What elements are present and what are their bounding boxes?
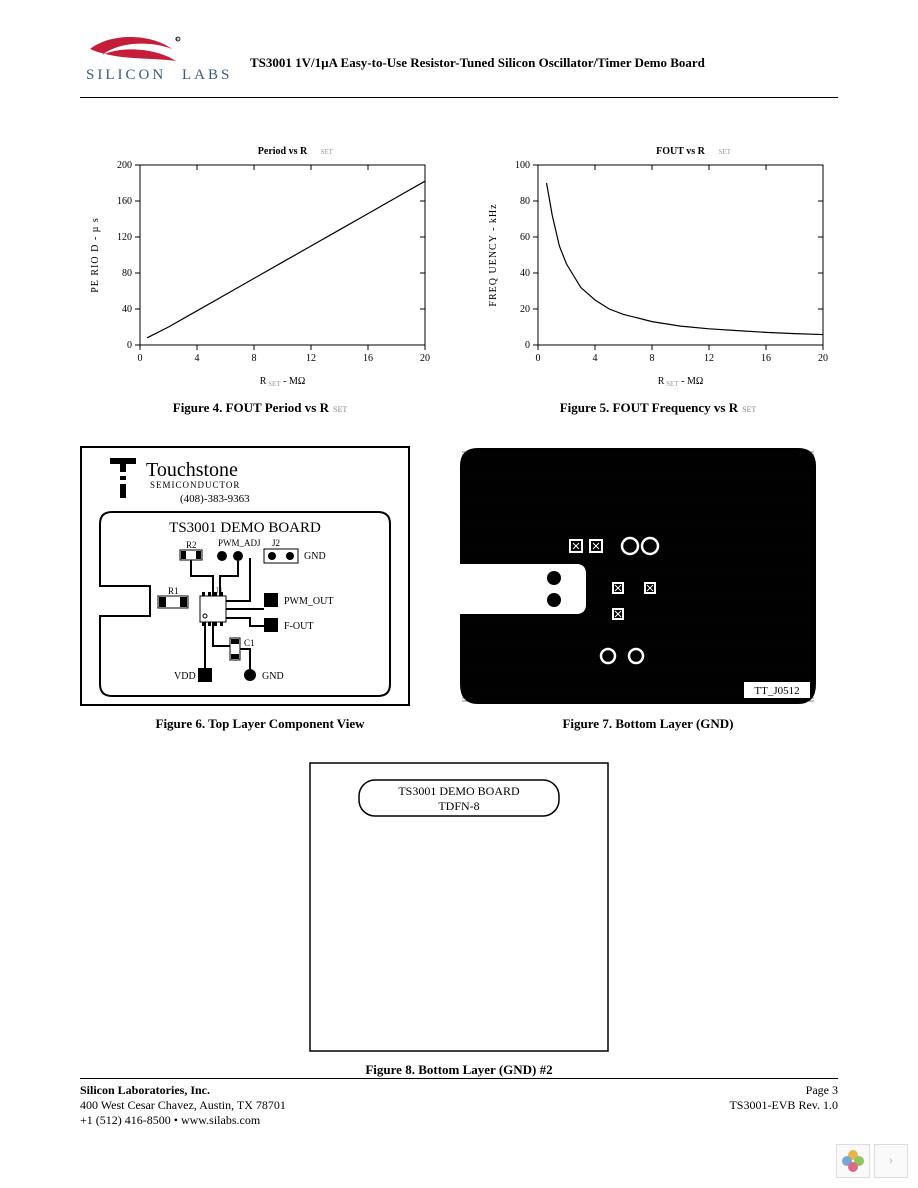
svg-text:0: 0 [536,353,541,364]
svg-text:FOUT vs R: FOUT vs R [656,146,705,157]
svg-text:8: 8 [252,353,257,364]
footer-docrev: TS3001-EVB Rev. 1.0 [729,1098,838,1113]
svg-text:R SET - MΩ: R SET - MΩ [658,376,704,388]
svg-text:20: 20 [520,304,530,315]
svg-text:120: 120 [117,232,132,243]
chart-fout-vs-r: FOUT vs R SET 0 4 8 12 16 20 0 20 40 60 80 100 R SET -… [478,140,838,436]
svg-text:LABS: LABS [182,67,232,83]
footer-contact: +1 (512) 416-8500 • www.silabs.com [80,1113,286,1128]
figure-5-caption: Figure 5. FOUT Frequency vs RSET [478,400,838,416]
svg-text:60: 60 [520,232,530,243]
svg-text:80: 80 [520,196,530,207]
svg-text:16: 16 [363,353,373,364]
svg-text:20: 20 [818,353,828,364]
svg-text:SET: SET [719,148,732,156]
svg-text:Touchstone: Touchstone [146,459,238,481]
svg-text:200: 200 [117,160,132,171]
svg-text:R SET - MΩ: R SET - MΩ [260,376,306,388]
figure-6-caption: Figure 6. Top Layer Component View [80,716,440,732]
svg-text:PE RIO D - µ s: PE RIO D - µ s [90,217,101,293]
figure-7-bottom-layer: TT_J0512 Figure 7. Bottom Layer (GND) [458,446,838,752]
figure-6-top-layer: TouchstoneSEMICONDUCTOR (408)-383-9363 TS3… [80,446,440,752]
svg-text:20: 20 [420,353,430,364]
svg-text:SILICON: SILICON [86,67,166,83]
svg-text:TS3001 DEMO BOARD: TS3001 DEMO BOARD [169,520,321,536]
svg-text:12: 12 [704,353,714,364]
svg-text:100: 100 [515,160,530,171]
page-nav-widget: › [836,1144,908,1178]
svg-text:8: 8 [650,353,655,364]
svg-text:J2: J2 [272,538,280,548]
footer-page: Page 3 [729,1083,838,1098]
svg-text:40: 40 [122,304,132,315]
svg-text:PWM_OUT: PWM_OUT [284,596,333,607]
svg-text:0: 0 [525,340,530,351]
charts-row: Period vs RSET04812162004080120160200R S… [80,140,838,436]
svg-text:160: 160 [117,196,132,207]
svg-text:SET: SET [321,148,334,156]
svg-text:TS3001 DEMO BOARD: TS3001 DEMO BOARD [398,784,520,798]
doc-title: TS3001 1V/1µA Easy-to-Use Resistor-Tuned… [240,55,838,71]
svg-text:(408)-383-9363: (408)-383-9363 [180,493,250,505]
figure-8-caption: Figure 8. Bottom Layer (GND) #2 [309,1062,609,1078]
silabs-logo: ® SILICON LABS [80,31,240,95]
footer-company: Silicon Laboratories, Inc. [80,1083,286,1098]
pcb-row: TouchstoneSEMICONDUCTOR (408)-383-9363 TS3… [80,446,838,752]
svg-text:0: 0 [138,353,143,364]
svg-text:FREQ UENCY - kHz: FREQ UENCY - kHz [488,203,499,306]
svg-text:F-OUT: F-OUT [284,621,313,632]
svg-text:SEMICONDUCTOR: SEMICONDUCTOR [150,480,240,490]
svg-text:C1: C1 [244,638,255,648]
svg-text:®: ® [175,37,179,43]
page-footer: Silicon Laboratories, Inc. 400 West Cesa… [80,1078,838,1128]
figure-8-row: TS3001 DEMO BOARDTDFN-8 Figure 8. Bottom… [80,762,838,1098]
svg-text:4: 4 [593,353,598,364]
page-header: ® SILICON LABS TS3001 1V/1µA Easy-to-Use… [80,28,838,98]
svg-text:12: 12 [306,353,316,364]
svg-text:R2: R2 [186,540,197,550]
svg-text:PWM_ADJ: PWM_ADJ [218,538,261,548]
svg-text:TT_J0512: TT_J0512 [754,685,799,697]
svg-text:GND: GND [304,551,326,562]
svg-text:0: 0 [127,340,132,351]
svg-text:TDFN-8: TDFN-8 [438,799,479,813]
svg-text:16: 16 [761,353,771,364]
footer-address: 400 West Cesar Chavez, Austin, TX 78701 [80,1098,286,1113]
chevron-right-icon: › [889,1153,894,1169]
svg-text:40: 40 [520,268,530,279]
svg-text:VDD: VDD [174,671,196,682]
figure-4-caption: Figure 4. FOUT Period vs RSET [80,400,440,416]
clover-icon [842,1150,864,1172]
nav-apps-button[interactable] [836,1144,870,1178]
figure-7-caption: Figure 7. Bottom Layer (GND) [458,716,838,732]
svg-text:Period vs R: Period vs R [258,146,308,157]
svg-text:GND: GND [262,671,284,682]
svg-text:80: 80 [122,268,132,279]
chart-period-vs-r: Period vs RSET04812162004080120160200R S… [80,140,440,436]
svg-text:R1: R1 [168,586,179,596]
nav-next-button[interactable]: › [874,1144,908,1178]
svg-text:4: 4 [195,353,200,364]
